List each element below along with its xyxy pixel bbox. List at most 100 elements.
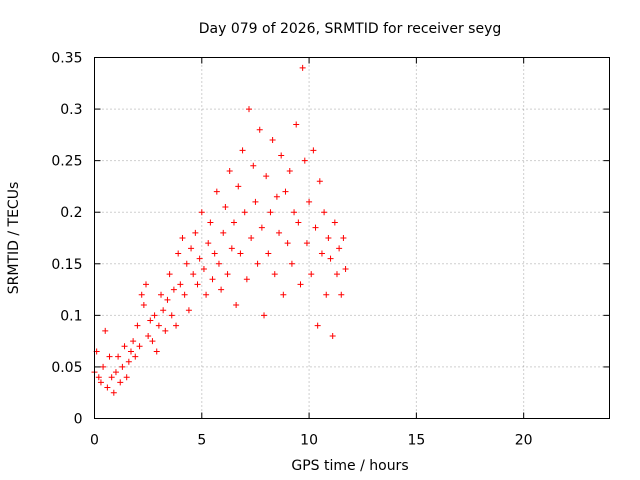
data-point [256,126,263,133]
data-point [104,384,111,391]
data-point [233,302,240,309]
data-point [183,260,190,267]
data-point [218,286,225,293]
data-point [149,338,156,345]
data-point [333,271,340,278]
data-point [308,271,315,278]
data-point [192,229,199,236]
data-point [211,250,218,257]
data-point [194,281,201,288]
data-point [179,235,186,241]
data-point [145,332,152,339]
data-point [130,338,137,345]
data-point [228,245,235,252]
data-point [190,271,197,278]
chart-title: Day 079 of 2026, SRMTID for receiver sey… [199,21,502,37]
grid [94,57,610,419]
y-tick-label: 0.1 [60,308,82,324]
data-point [342,265,349,272]
data-point [207,219,214,226]
x-tick-label: 20 [515,433,533,449]
y-tick-label: 0.05 [51,360,82,376]
data-point [306,198,313,205]
data-point [125,358,132,365]
data-point [175,250,182,257]
data-point [147,317,154,324]
data-point [115,353,122,360]
data-point [155,322,162,329]
data-point [222,204,229,211]
data-point [166,271,173,278]
data-point [100,363,107,370]
data-point [117,379,124,386]
data-point [177,281,184,288]
data-point [258,224,265,231]
axis-ticks [94,57,610,419]
data-point [200,265,207,272]
data-point [273,193,280,200]
data-point [123,374,130,381]
data-point [205,240,212,247]
data-point [269,137,276,144]
data-point [97,379,104,386]
x-tick-label: 5 [197,433,206,449]
y-tick-label: 0.25 [51,154,82,170]
data-point [288,260,295,267]
data-point [303,240,310,247]
data-point [237,250,244,257]
data-point [108,374,115,381]
x-tick-label: 0 [90,433,99,449]
data-point [127,348,134,355]
data-point [314,322,321,329]
data-point [297,281,304,288]
data-point [168,312,175,319]
data-point [301,157,308,164]
data-point [235,183,242,190]
data-point [271,271,278,278]
data-point [151,312,158,319]
data-point [224,271,231,278]
data-point [158,291,165,298]
y-tick-label: 0.35 [51,51,82,67]
data-point [321,209,328,216]
data-point [164,296,171,303]
data-point [263,173,270,180]
y-tick-label: 0 [74,412,83,428]
data-point [316,178,323,185]
data-point [121,343,128,350]
data-point [291,209,298,216]
data-point [286,167,293,174]
data-point [295,219,302,226]
data-point [119,363,126,370]
x-axis-label: GPS time / hours [291,458,408,474]
data-point [252,198,259,205]
data-point [138,291,145,298]
data-point [284,240,291,247]
data-point [213,188,220,195]
data-point [220,229,227,236]
y-tick-label: 0.15 [51,257,82,273]
data-point [267,209,274,216]
data-point [153,348,160,355]
data-point [136,343,143,350]
data-point [331,219,338,226]
data-point [226,167,233,174]
data-point [203,291,210,298]
data-point [143,281,149,288]
data-point [110,389,117,396]
data-point [312,224,319,231]
data-point [160,307,167,314]
x-tick-label: 15 [407,433,425,449]
data-point [215,260,222,267]
data-point [318,250,325,257]
data-point [230,219,237,226]
data-point [134,322,141,329]
data-point [181,291,188,298]
data-point [162,327,169,334]
data-point [95,374,102,381]
data-point [250,162,257,169]
y-tick-label: 0.2 [60,205,82,221]
plot-frame [94,57,610,419]
x-tick-label: 10 [300,433,318,449]
data-point [185,307,192,314]
